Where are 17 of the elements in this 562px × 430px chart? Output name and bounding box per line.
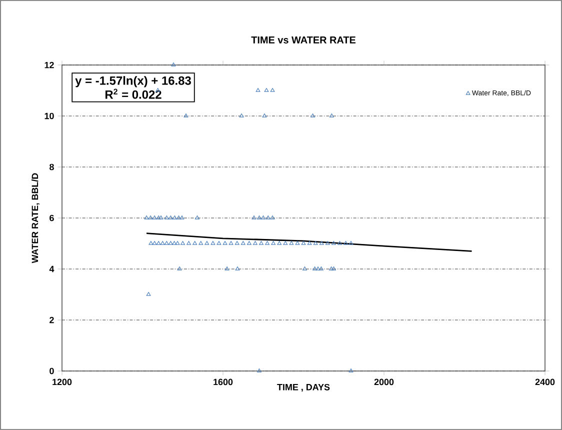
x-tick-label: 2000 (374, 378, 394, 386)
annotation: R$^{2}$ = 0.022 (105, 88, 162, 99)
chart-title: TIME vs WATER RATE (251, 36, 356, 44)
x-axis-title: TIME , DAYS (277, 384, 330, 392)
y-tick-label: 4 (49, 266, 54, 272)
line-series (146, 232, 472, 252)
x-tick-label: 2400 (535, 378, 555, 386)
y-tick-label: 2 (50, 316, 54, 324)
y-axis-title: WATER RATE, BBL/D (32, 173, 40, 264)
x-tick-label: 1600 (214, 378, 233, 386)
y-tick-label: 12 (44, 62, 54, 68)
y-tick-label: 6 (50, 214, 54, 222)
y-tick-label: 0 (50, 368, 54, 374)
annotation: y = -1.57ln(x) + 16.83 (75, 76, 191, 88)
y-tick-label: 10 (44, 112, 54, 120)
y-tick-label: 8 (50, 164, 54, 170)
x-tick-label: 1200 (52, 378, 72, 386)
